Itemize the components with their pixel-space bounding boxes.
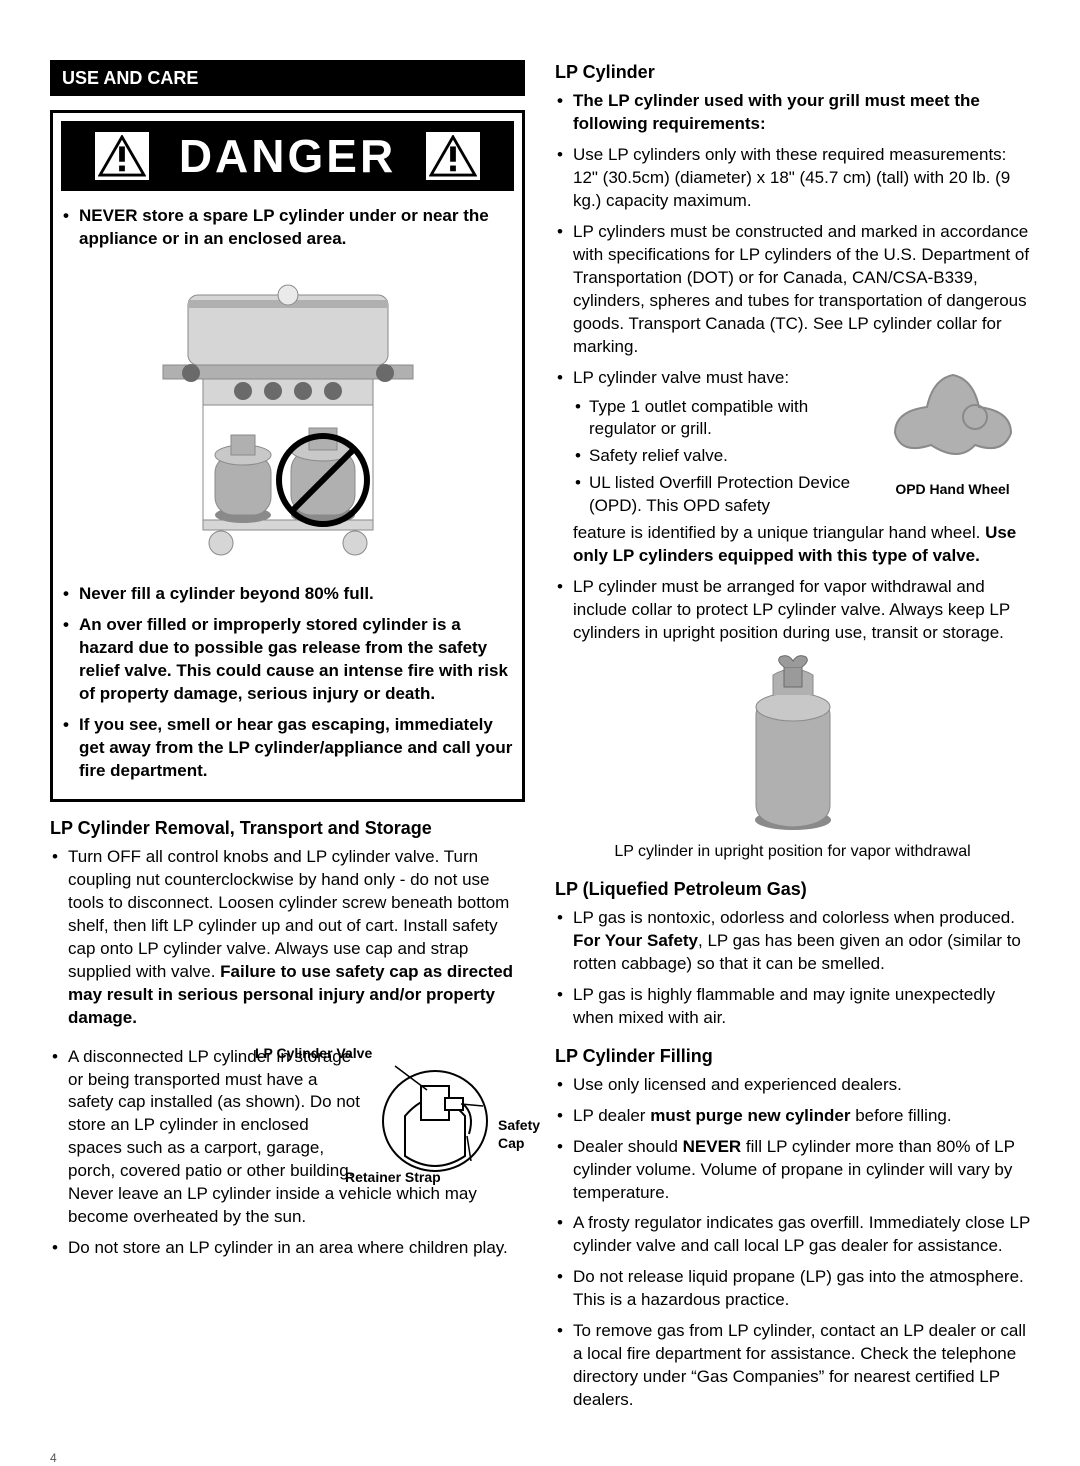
text: Dealer should <box>573 1137 683 1156</box>
text: LP gas is nontoxic, odorless and colorle… <box>573 908 1015 927</box>
section-bar: USE AND CARE <box>50 60 525 96</box>
list-item: Type 1 outlet compatible with regulator … <box>573 396 1030 442</box>
upright-caption: LP cylinder in upright position for vapo… <box>614 841 970 863</box>
req-list: The LP cylinder used with your grill mus… <box>555 90 1030 645</box>
removal-heading: LP Cylinder Removal, Transport and Stora… <box>50 816 525 840</box>
list-item: Dealer should NEVER fill LP cylinder mor… <box>555 1136 1030 1205</box>
danger-top-list: NEVER store a spare LP cylinder under or… <box>61 205 514 251</box>
page-columns: USE AND CARE DANGER NEVER store a spare … <box>50 60 1030 1420</box>
danger-bottom-list: Never fill a cylinder beyond 80% full. A… <box>61 583 514 783</box>
list-item: Turn OFF all control knobs and LP cylind… <box>50 846 525 1030</box>
list-item: UL listed Overfill Protection Device (OP… <box>573 472 1030 518</box>
upright-figure: LP cylinder in upright position for vapo… <box>555 655 1030 863</box>
left-column: USE AND CARE DANGER NEVER store a spare … <box>50 60 525 1420</box>
text: Turn OFF all control knobs and LP cylind… <box>68 847 509 981</box>
warning-triangle-icon <box>426 132 480 180</box>
lp-gas-list: LP gas is nontoxic, odorless and colorle… <box>555 907 1030 1030</box>
list-item: If you see, smell or hear gas escaping, … <box>61 714 514 783</box>
danger-header: DANGER <box>61 121 514 191</box>
list-item: OPD Hand Wheel LP cylinder valve must ha… <box>555 367 1030 569</box>
text-bold: For Your Safety <box>573 931 698 950</box>
danger-word: DANGER <box>179 125 396 187</box>
valve-section: LP Cylinder Valve Safety Cap Retainer St… <box>50 1046 525 1268</box>
grill-figure <box>61 265 514 565</box>
list-item: Use LP cylinders only with these require… <box>555 144 1030 213</box>
fill-list: Use only licensed and experienced dealer… <box>555 1074 1030 1412</box>
text: feature is identified by a unique triang… <box>573 523 985 542</box>
text: LP cylinder valve must have: <box>573 368 789 387</box>
list-item: NEVER store a spare LP cylinder under or… <box>61 205 514 251</box>
list-item: A frosty regulator indicates gas overfil… <box>555 1212 1030 1258</box>
list-item: LP cylinder must be arranged for vapor w… <box>555 576 1030 645</box>
right-column: LP Cylinder The LP cylinder used with yo… <box>555 60 1030 1420</box>
fill-heading: LP Cylinder Filling <box>555 1044 1030 1068</box>
lp-cyl-heading: LP Cylinder <box>555 60 1030 84</box>
list-item: LP gas is highly flammable and may ignit… <box>555 984 1030 1030</box>
removal-list-2: A disconnected LP cylinder in storage or… <box>50 1046 525 1260</box>
list-item: Do not release liquid propane (LP) gas i… <box>555 1266 1030 1312</box>
removal-list: Turn OFF all control knobs and LP cylind… <box>50 846 525 1030</box>
page-number: 4 <box>50 1450 1030 1466</box>
text-bold: NEVER <box>683 1137 742 1156</box>
text: before filling. <box>850 1106 951 1125</box>
lp-gas-heading: LP (Liquefied Petroleum Gas) <box>555 877 1030 901</box>
list-item: LP dealer must purge new cylinder before… <box>555 1105 1030 1128</box>
list-item: To remove gas from LP cylinder, contact … <box>555 1320 1030 1412</box>
list-item: Safety relief valve. <box>573 445 1030 468</box>
list-item: Never fill a cylinder beyond 80% full. <box>61 583 514 606</box>
list-item: An over filled or improperly stored cyli… <box>61 614 514 706</box>
warning-triangle-icon <box>95 132 149 180</box>
text-bold: must purge new cylinder <box>650 1106 850 1125</box>
list-item: LP gas is nontoxic, odorless and colorle… <box>555 907 1030 976</box>
list-item: Use only licensed and experienced dealer… <box>555 1074 1030 1097</box>
list-item: Do not store an LP cylinder in an area w… <box>50 1237 525 1260</box>
list-item: LP cylinders must be constructed and mar… <box>555 221 1030 359</box>
list-item: The LP cylinder used with your grill mus… <box>555 90 1030 136</box>
valve-sub-list: Type 1 outlet compatible with regulator … <box>573 396 1030 519</box>
list-item: A disconnected LP cylinder in storage or… <box>50 1046 525 1230</box>
danger-box: DANGER NEVER store a spare LP cylinder u… <box>50 110 525 801</box>
text: LP dealer <box>573 1106 650 1125</box>
